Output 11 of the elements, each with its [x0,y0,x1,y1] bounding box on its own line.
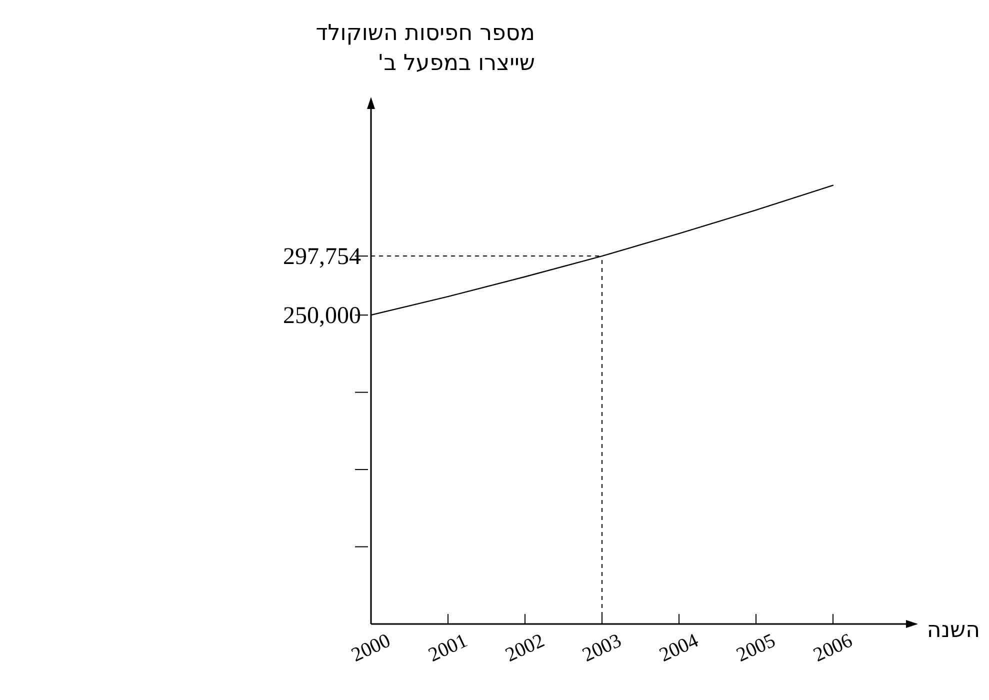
x-tick-label: 2003 [579,630,625,666]
x-axis-title: השנה [926,618,980,643]
y-tick-label: 250,000 [283,303,361,330]
x-tick-label: 2002 [502,630,548,666]
x-tick-label: 2006 [810,630,856,666]
x-tick-label: 2001 [425,630,471,666]
x-tick-label: 2004 [656,630,702,666]
x-tick-label: 2000 [348,630,394,666]
y-axis-title: מספר חפיסות השוקולד שייצרו במפעל ב' [316,21,535,76]
x-tick-label: 2005 [733,630,779,666]
y-tick-label: 297,754 [283,244,361,270]
